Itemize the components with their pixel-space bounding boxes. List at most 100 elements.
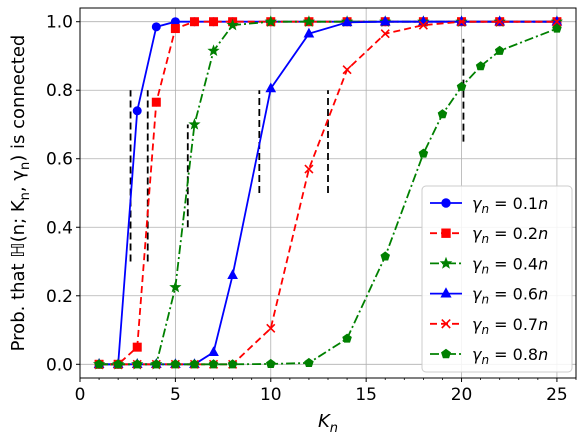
data-point (208, 359, 219, 369)
data-point (304, 164, 314, 174)
legend-label-end: n (538, 254, 548, 273)
legend-label-prefix: γ (472, 194, 483, 213)
legend-label: γn = 0.2n (472, 224, 548, 246)
y-tick-label: 0.4 (46, 218, 73, 238)
legend-item-4: γn = 0.6n (430, 285, 548, 307)
x-tick-label: 5 (170, 385, 181, 405)
data-point (380, 29, 390, 39)
y-axis-label-start: Prob. that ℍ(n; K (8, 199, 29, 351)
x-tick-label: 0 (75, 385, 86, 405)
series-group (92, 15, 564, 370)
legend-label-sub: n (481, 293, 489, 307)
legend-label: γn = 0.1n (472, 194, 548, 216)
legend-label-sub: n (481, 353, 489, 367)
data-point (342, 65, 352, 75)
y-tick-label: 0.0 (46, 355, 73, 375)
legend-item-2: γn = 0.2n (430, 224, 548, 246)
data-point (456, 81, 467, 91)
legend-label-value: = 0.4 (489, 254, 538, 273)
data-point (437, 109, 448, 119)
data-point (418, 148, 429, 158)
data-point (379, 15, 391, 26)
data-point (169, 280, 182, 293)
data-point (266, 323, 276, 333)
data-point (441, 348, 451, 359)
legend-label-prefix: γ (472, 224, 483, 243)
y-axis-label-mid: , γ (8, 170, 29, 192)
data-point (475, 61, 486, 71)
y-axis-label-end: ) is connected (8, 35, 29, 162)
y-axis-label: Prob. that ℍ(n; Kn, γn) is connected (8, 35, 33, 352)
data-point (304, 357, 314, 367)
data-point (495, 17, 505, 27)
data-point (264, 15, 277, 27)
data-point (170, 359, 181, 369)
legend-label: γn = 0.6n (472, 285, 548, 307)
data-point (113, 359, 123, 369)
data-point (303, 27, 315, 38)
data-point (302, 15, 316, 27)
data-point (380, 251, 391, 261)
legend-label-sub: n (481, 202, 489, 216)
legend-label-prefix: γ (472, 315, 483, 334)
legend-label: γn = 0.8n (472, 345, 548, 367)
legend-label-end: n (538, 224, 548, 243)
x-tick-label: 20 (451, 385, 473, 405)
legend-label-sub: n (481, 262, 489, 276)
y-axis-label-sub1: n (18, 192, 33, 200)
data-point (441, 228, 451, 238)
data-point (494, 45, 505, 55)
data-point (132, 359, 143, 369)
x-axis-label: Kn (318, 411, 338, 436)
data-point (151, 359, 162, 369)
data-point (209, 17, 219, 27)
legend-label-end: n (538, 194, 548, 213)
legend-label-value: = 0.1 (489, 194, 538, 213)
legend-label-value: = 0.7 (489, 315, 538, 334)
data-point (227, 269, 238, 279)
data-point (94, 359, 104, 369)
legend-label-end: n (538, 285, 548, 304)
legend-label-sub: n (481, 323, 489, 337)
data-point (418, 20, 428, 30)
legend-label: γn = 0.4n (472, 254, 548, 276)
legend-item-1: γn = 0.1n (430, 194, 548, 216)
data-point (132, 106, 142, 116)
x-tick-label: 25 (546, 385, 568, 405)
data-point (226, 18, 239, 31)
data-point (441, 319, 451, 329)
data-point (189, 359, 200, 369)
series-line-6 (94, 23, 562, 369)
data-point (552, 17, 562, 27)
threshold-markers (129, 38, 465, 262)
data-point (265, 358, 276, 369)
legend-label-prefix: γ (472, 345, 483, 364)
legend-label-prefix: γ (472, 285, 483, 304)
legend-label: γn = 0.7n (472, 315, 548, 337)
x-axis-label-main: K (318, 411, 331, 432)
data-point (188, 118, 201, 130)
legend-label-value: = 0.8 (489, 345, 538, 364)
legend-item-3: γn = 0.4n (430, 254, 548, 276)
data-point (170, 24, 180, 34)
legend-label-value: = 0.2 (489, 224, 538, 243)
data-point (151, 97, 161, 107)
data-point (341, 16, 353, 27)
legend-label-prefix: γ (472, 254, 483, 273)
x-tick-label: 10 (260, 385, 282, 405)
data-point (456, 17, 467, 27)
y-tick-label: 0.6 (46, 150, 73, 170)
data-point (207, 44, 220, 57)
series-path (99, 20, 557, 366)
legend-item-5: γn = 0.7n (430, 315, 548, 337)
legend-item-6: γn = 0.8n (430, 345, 548, 367)
legend-label-sub: n (481, 232, 489, 246)
data-point (441, 198, 451, 208)
x-tick-label: 15 (355, 385, 377, 405)
data-point (189, 17, 199, 27)
data-point (439, 256, 453, 269)
legend-label-value: = 0.6 (489, 285, 538, 304)
legend-box (421, 185, 573, 373)
